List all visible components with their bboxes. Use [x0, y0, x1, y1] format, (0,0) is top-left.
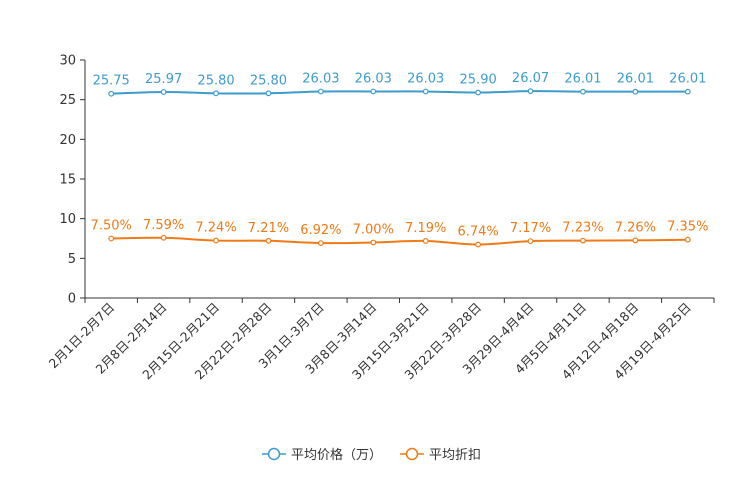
data-point [422, 88, 429, 95]
y-tick-label: 10 [59, 212, 76, 227]
data-point [370, 88, 377, 95]
y-tick-label: 30 [59, 54, 76, 69]
y-tick-label: 25 [59, 93, 76, 108]
data-label: 6.92% [300, 223, 341, 238]
data-label: 7.59% [143, 218, 184, 233]
data-point [108, 90, 115, 97]
data-label: 26.01 [564, 72, 601, 87]
series-layer [108, 88, 691, 248]
data-point [265, 90, 272, 97]
data-label: 25.97 [145, 72, 182, 87]
series-line-2 [111, 236, 688, 246]
data-label: 26.03 [407, 71, 444, 86]
data-point [632, 88, 639, 95]
data-label: 7.26% [615, 220, 656, 235]
legend-item-1[interactable]: 平均价格（万） [262, 447, 382, 463]
data-point [422, 238, 429, 244]
legend-marker-icon [405, 447, 419, 461]
data-point [108, 235, 115, 242]
data-label: 26.01 [669, 72, 706, 87]
data-point [580, 237, 586, 244]
data-point [527, 88, 534, 95]
data-point [317, 240, 324, 247]
data-point [265, 237, 272, 244]
legend-marker-icon [267, 447, 281, 461]
legend-label: 平均价格（万） [291, 447, 382, 463]
data-point [684, 236, 691, 243]
data-label: 7.21% [248, 221, 289, 236]
data-label: 25.80 [250, 73, 287, 88]
data-label: 25.90 [460, 73, 497, 88]
data-label: 7.00% [353, 222, 394, 237]
y-tick-label: 15 [59, 173, 76, 188]
data-point [580, 88, 586, 95]
legend[interactable]: 平均价格（万） 平均折扣 [262, 447, 481, 463]
data-label: 7.19% [405, 221, 446, 236]
data-point [684, 88, 691, 95]
data-labels: 25.75 25.97 25.80 25.80 26.03 26.03 26.03 25.90… [91, 71, 709, 239]
data-label: 26.01 [617, 72, 654, 87]
data-point [213, 90, 219, 97]
y-tick-label: 0 [68, 292, 76, 307]
legend-item-2[interactable]: 平均折扣 [400, 447, 481, 463]
data-label: 7.35% [667, 220, 708, 235]
data-label: 25.75 [93, 74, 130, 89]
data-point [160, 89, 167, 95]
series-line-1 [111, 90, 688, 95]
data-label: 7.17% [510, 221, 551, 236]
data-label: 25.80 [197, 73, 234, 88]
data-label: 7.23% [562, 221, 603, 236]
data-point [370, 239, 377, 246]
data-point [475, 241, 482, 248]
data-point [527, 238, 534, 245]
data-label: 26.03 [302, 71, 339, 86]
y-tick-label: 20 [59, 133, 76, 148]
data-label: 7.24% [195, 221, 236, 236]
data-label: 7.50% [91, 219, 132, 234]
legend-label: 平均折扣 [429, 448, 481, 463]
y-tick-label: 5 [68, 252, 76, 267]
data-point [160, 234, 167, 241]
data-point [632, 237, 639, 244]
data-point [475, 89, 482, 96]
data-label: 6.74% [457, 225, 498, 240]
data-label: 26.03 [355, 71, 392, 86]
data-label: 26.07 [512, 71, 549, 86]
data-point [317, 88, 324, 95]
data-point [213, 237, 219, 244]
